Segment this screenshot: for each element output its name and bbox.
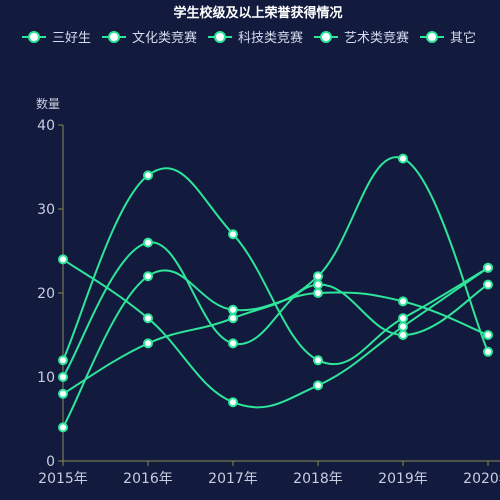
data-point[interactable] (58, 254, 68, 265)
data-point[interactable] (58, 422, 68, 433)
data-point[interactable] (58, 388, 68, 399)
data-point[interactable] (143, 237, 153, 248)
data-point[interactable] (313, 355, 323, 366)
data-point[interactable] (483, 262, 493, 273)
chart-title: 学生校级及以上荣誉获得情况 (173, 5, 342, 21)
legend-label: 科技类竞赛 (238, 30, 303, 46)
data-point[interactable] (143, 271, 153, 282)
legend-item[interactable]: 三好生 (22, 31, 91, 46)
y-tick-label: 10 (37, 370, 55, 386)
data-point[interactable] (313, 279, 323, 290)
data-point[interactable] (398, 296, 408, 307)
x-tick-label: 2019年 (378, 471, 428, 487)
data-point[interactable] (143, 338, 153, 349)
y-tick-label: 40 (37, 118, 55, 134)
legend-item[interactable]: 文化类竞赛 (102, 30, 197, 46)
legend-label: 三好生 (52, 31, 91, 46)
data-point[interactable] (143, 313, 153, 324)
data-point[interactable] (58, 355, 68, 366)
legend[interactable]: 三好生 文化类竞赛 科技类竞赛 艺术类竞赛 其它 (22, 30, 476, 46)
data-point[interactable] (313, 288, 323, 298)
data-point[interactable] (228, 313, 238, 324)
y-axis-label: 数量 (36, 96, 60, 111)
data-point[interactable] (398, 330, 408, 340)
data-point[interactable] (228, 338, 238, 349)
y-tick-label: 0 (46, 454, 55, 470)
x-tick-label: 2015年 (38, 471, 88, 487)
data-point[interactable] (313, 271, 323, 282)
data-point[interactable] (58, 372, 68, 382)
legend-label: 艺术类竞赛 (344, 30, 409, 46)
data-point[interactable] (398, 321, 408, 332)
legend-marker-icon (28, 31, 40, 43)
legend-marker-icon (108, 31, 120, 43)
legend-label: 文化类竞赛 (132, 30, 197, 46)
x-tick-label: 2018年 (293, 471, 343, 487)
y-tick-label: 30 (37, 202, 55, 218)
series-lines (62, 156, 489, 428)
legend-item[interactable]: 其它 (420, 30, 476, 46)
data-point[interactable] (398, 153, 408, 164)
legend-item[interactable]: 艺术类竞赛 (314, 30, 409, 46)
data-point[interactable] (313, 380, 323, 391)
data-point[interactable] (143, 170, 153, 181)
data-point[interactable] (483, 346, 493, 357)
x-tick-label: 2020年 (463, 471, 500, 487)
legend-marker-icon (426, 31, 438, 43)
data-point[interactable] (483, 330, 493, 340)
x-tick-label: 2017年 (208, 471, 258, 487)
data-point[interactable] (228, 229, 238, 240)
series-line (62, 258, 489, 409)
series-line (62, 167, 489, 366)
data-point[interactable] (398, 313, 408, 324)
x-tick-label: 2016年 (123, 471, 173, 487)
data-point[interactable] (228, 304, 238, 315)
series-line (62, 156, 489, 395)
axes: 0 10 20 30 40 2015年 2016年 2017年 2018年 2019年 2020年 (37, 118, 500, 487)
y-tick-label: 20 (37, 286, 55, 302)
series-points[interactable] (58, 153, 493, 433)
legend-item[interactable]: 科技类竞赛 (208, 30, 303, 46)
data-point[interactable] (483, 279, 493, 290)
legend-marker-icon (214, 31, 226, 43)
series-line (62, 241, 489, 378)
data-point[interactable] (228, 397, 238, 408)
legend-label: 其它 (450, 30, 476, 46)
legend-marker-icon (320, 31, 332, 43)
